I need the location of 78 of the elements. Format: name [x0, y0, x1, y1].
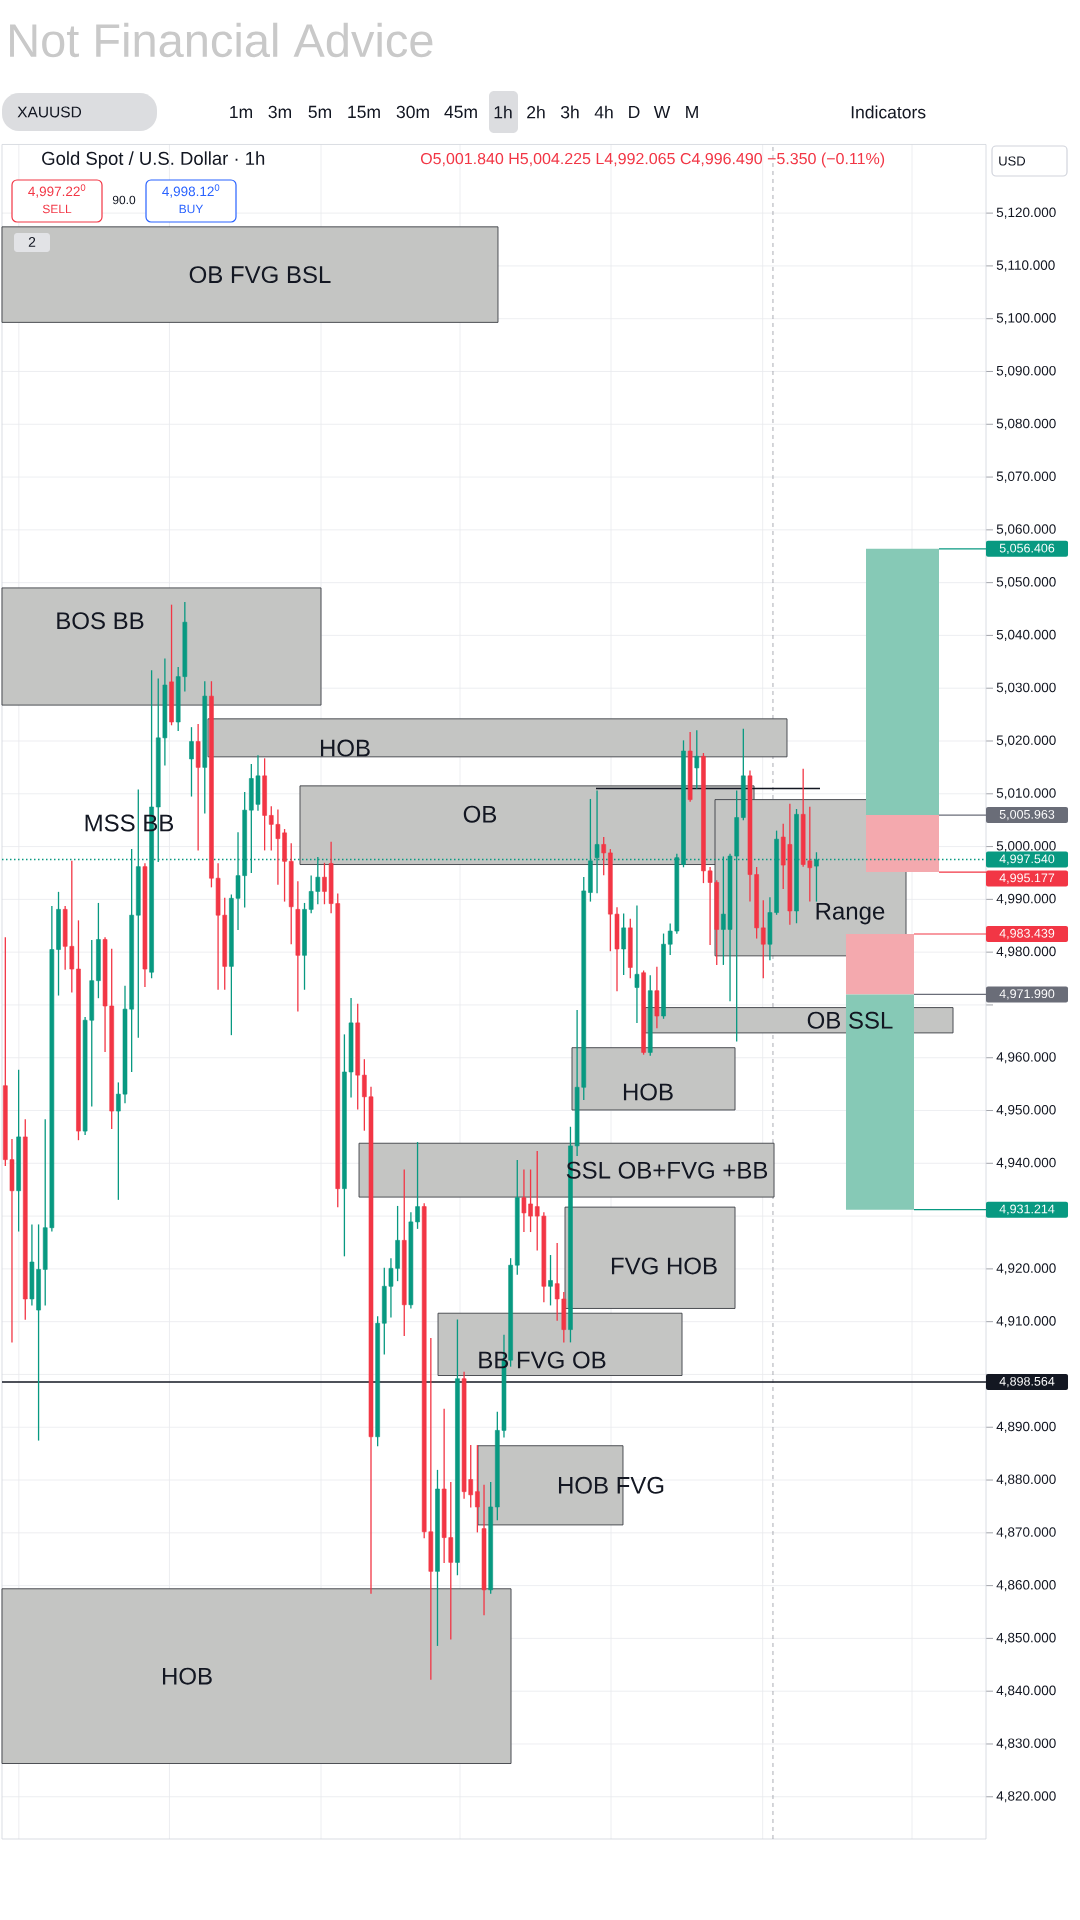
y-tick-label: 4,920.000 — [996, 1263, 1056, 1275]
y-tick-label: 5,100.000 — [996, 313, 1056, 325]
text: 15m — [348, 105, 380, 119]
annotation: BUY — [179, 204, 204, 214]
band-label: OB FVG BSL — [189, 266, 331, 284]
y-tick-label: 4,850.000 — [996, 1632, 1056, 1644]
candlestick — [621, 913, 626, 975]
text: 30m — [396, 105, 429, 119]
text: 1m — [230, 105, 252, 118]
y-tick-label: 5,070.000 — [996, 471, 1056, 483]
y-tick-label: 4,910.000 — [996, 1316, 1056, 1328]
text: USD — [999, 156, 1026, 166]
y-tick-label: 4,940.000 — [996, 1157, 1056, 1169]
y-tick-label: 4,950.000 — [996, 1104, 1056, 1117]
text: D — [629, 105, 640, 118]
band-label: BOS BB — [57, 612, 144, 630]
y-tick-label: 4,880.000 — [996, 1474, 1056, 1486]
y-tick-label: 4,960.000 — [996, 1052, 1056, 1064]
y-tick-label: 5,080.000 — [996, 418, 1056, 430]
y-tick-label: 5,010.000 — [996, 788, 1056, 800]
y-tick-label: 5,120.000 — [996, 207, 1056, 219]
text: 4h — [594, 105, 613, 119]
annotation: SELL — [42, 204, 72, 214]
y-tick-label: 4,830.000 — [996, 1738, 1056, 1750]
annotation: 90.0 — [112, 195, 136, 205]
candlestick — [189, 727, 194, 797]
annotation: O5,001.840 H5,004.225 L4,992.065 C4,996.490 −5.350 (−0.11%) — [420, 152, 885, 168]
text: 2h — [527, 105, 545, 119]
y-tick-label: 4,870.000 — [996, 1527, 1056, 1539]
band-label: OB SSL — [807, 1011, 893, 1029]
chart-subtitle: Gold Spot / U.S. Dollar · 1h — [42, 151, 265, 169]
y-tick-label: 4,990.000 — [996, 893, 1056, 905]
band-label: Range — [816, 902, 885, 925]
y-tick-label: 4,980.000 — [996, 946, 1056, 958]
ref-line-label: 4,898.564 — [999, 1376, 1055, 1388]
y-tick-label: 5,090.000 — [996, 365, 1056, 378]
y-tick-label: 5,050.000 — [996, 577, 1056, 589]
ref-line-label: 4,995.177 — [999, 873, 1055, 884]
band-label: HOB — [623, 1083, 673, 1101]
band-label: HOB — [320, 739, 370, 757]
ref-line-label: 5,005.963 — [999, 809, 1055, 821]
text: XAUUSD — [17, 106, 82, 118]
band-label: FVG HOB — [611, 1257, 717, 1275]
y-tick-label: 5,110.000 — [996, 260, 1055, 272]
candlestick — [601, 836, 606, 876]
y-tick-label: 4,860.000 — [996, 1580, 1056, 1592]
y-tick-label: 4,820.000 — [996, 1791, 1056, 1803]
text: Indicators — [851, 105, 926, 119]
text: 3m — [268, 105, 291, 119]
text: 5m — [308, 105, 331, 119]
band-label: HOB FVG — [558, 1476, 664, 1494]
ref-line-label: 4,997.540 — [999, 854, 1055, 865]
candlestick — [634, 905, 640, 1024]
ref-line-label: 4,983.439 — [999, 928, 1055, 940]
annotation: 4,998.12$^{0}$ — [162, 184, 220, 198]
candlestick — [694, 730, 700, 789]
text: 45m — [444, 105, 477, 119]
y-tick-label: 5,040.000 — [996, 629, 1056, 641]
y-tick-label: 5,060.000 — [996, 524, 1056, 536]
y-tick-label: 4,890.000 — [996, 1421, 1056, 1433]
candlestick — [760, 900, 766, 979]
candlestick — [475, 1445, 480, 1533]
annotation: 2 — [28, 237, 36, 247]
ref-line-label: 4,971.990 — [999, 989, 1055, 1000]
text: 1h — [494, 105, 512, 119]
text: M — [686, 105, 698, 118]
ref-line-label: 4,931.214 — [999, 1204, 1055, 1215]
band-label: OB — [463, 805, 497, 823]
y-tick-label: 5,020.000 — [996, 735, 1056, 747]
text: 3h — [560, 105, 579, 119]
text: W — [653, 105, 671, 118]
candlestick — [548, 1255, 553, 1306]
y-tick-label: 4,840.000 — [996, 1685, 1056, 1697]
ref-line-label: 5,056.406 — [999, 543, 1055, 554]
y-tick-label: 5,000.000 — [996, 841, 1056, 853]
annotation: 4,997.22$^{0}$ — [28, 184, 86, 198]
band-label: HOB — [163, 1667, 212, 1685]
y-tick-label: 5,030.000 — [996, 682, 1056, 694]
